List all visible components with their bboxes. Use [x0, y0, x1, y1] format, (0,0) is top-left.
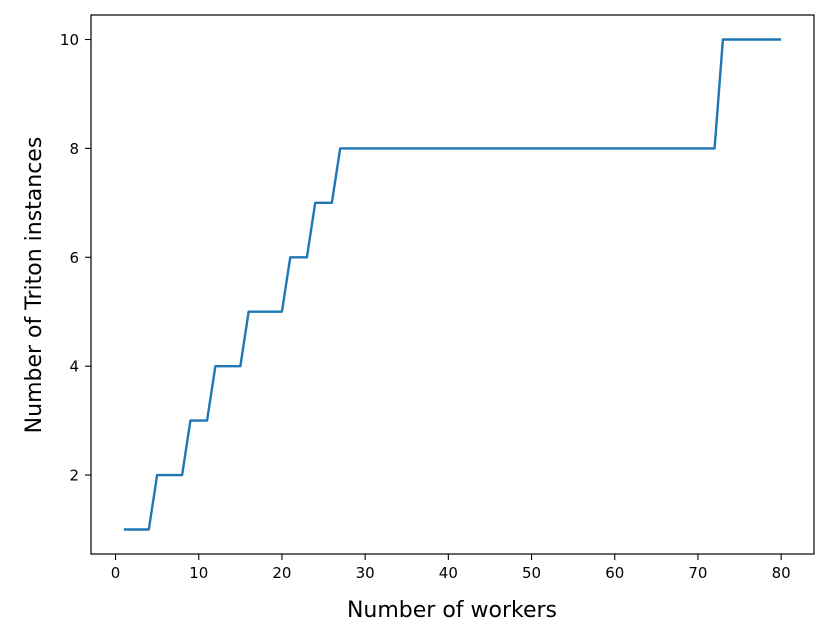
x-tick-label: 50: [522, 564, 541, 582]
y-tick-label: 10: [60, 31, 79, 49]
y-tick-label: 2: [69, 467, 79, 485]
x-tick-label: 10: [189, 564, 208, 582]
x-tick-label: 60: [605, 564, 624, 582]
x-tick-label: 0: [111, 564, 121, 582]
series-layer: [123, 38, 782, 531]
x-tick-label: 20: [272, 564, 291, 582]
x-axis: 0 10 20 30 40 50 60 70 80: [111, 554, 791, 582]
y-axis: 2 4 6 8 10: [60, 31, 91, 485]
x-tick-label: 80: [772, 564, 791, 582]
x-tick-label: 40: [439, 564, 458, 582]
y-tick-label: 4: [69, 358, 79, 376]
y-axis-label: Number of Triton instances: [22, 137, 47, 434]
x-tick-label: 30: [356, 564, 375, 582]
plot-area: [90, 14, 815, 555]
x-axis-label: Number of workers: [347, 598, 557, 623]
x-tick-label: 70: [688, 564, 707, 582]
y-tick-label: 8: [69, 140, 79, 158]
series-line: [123, 38, 782, 531]
y-tick-label: 6: [69, 249, 79, 267]
